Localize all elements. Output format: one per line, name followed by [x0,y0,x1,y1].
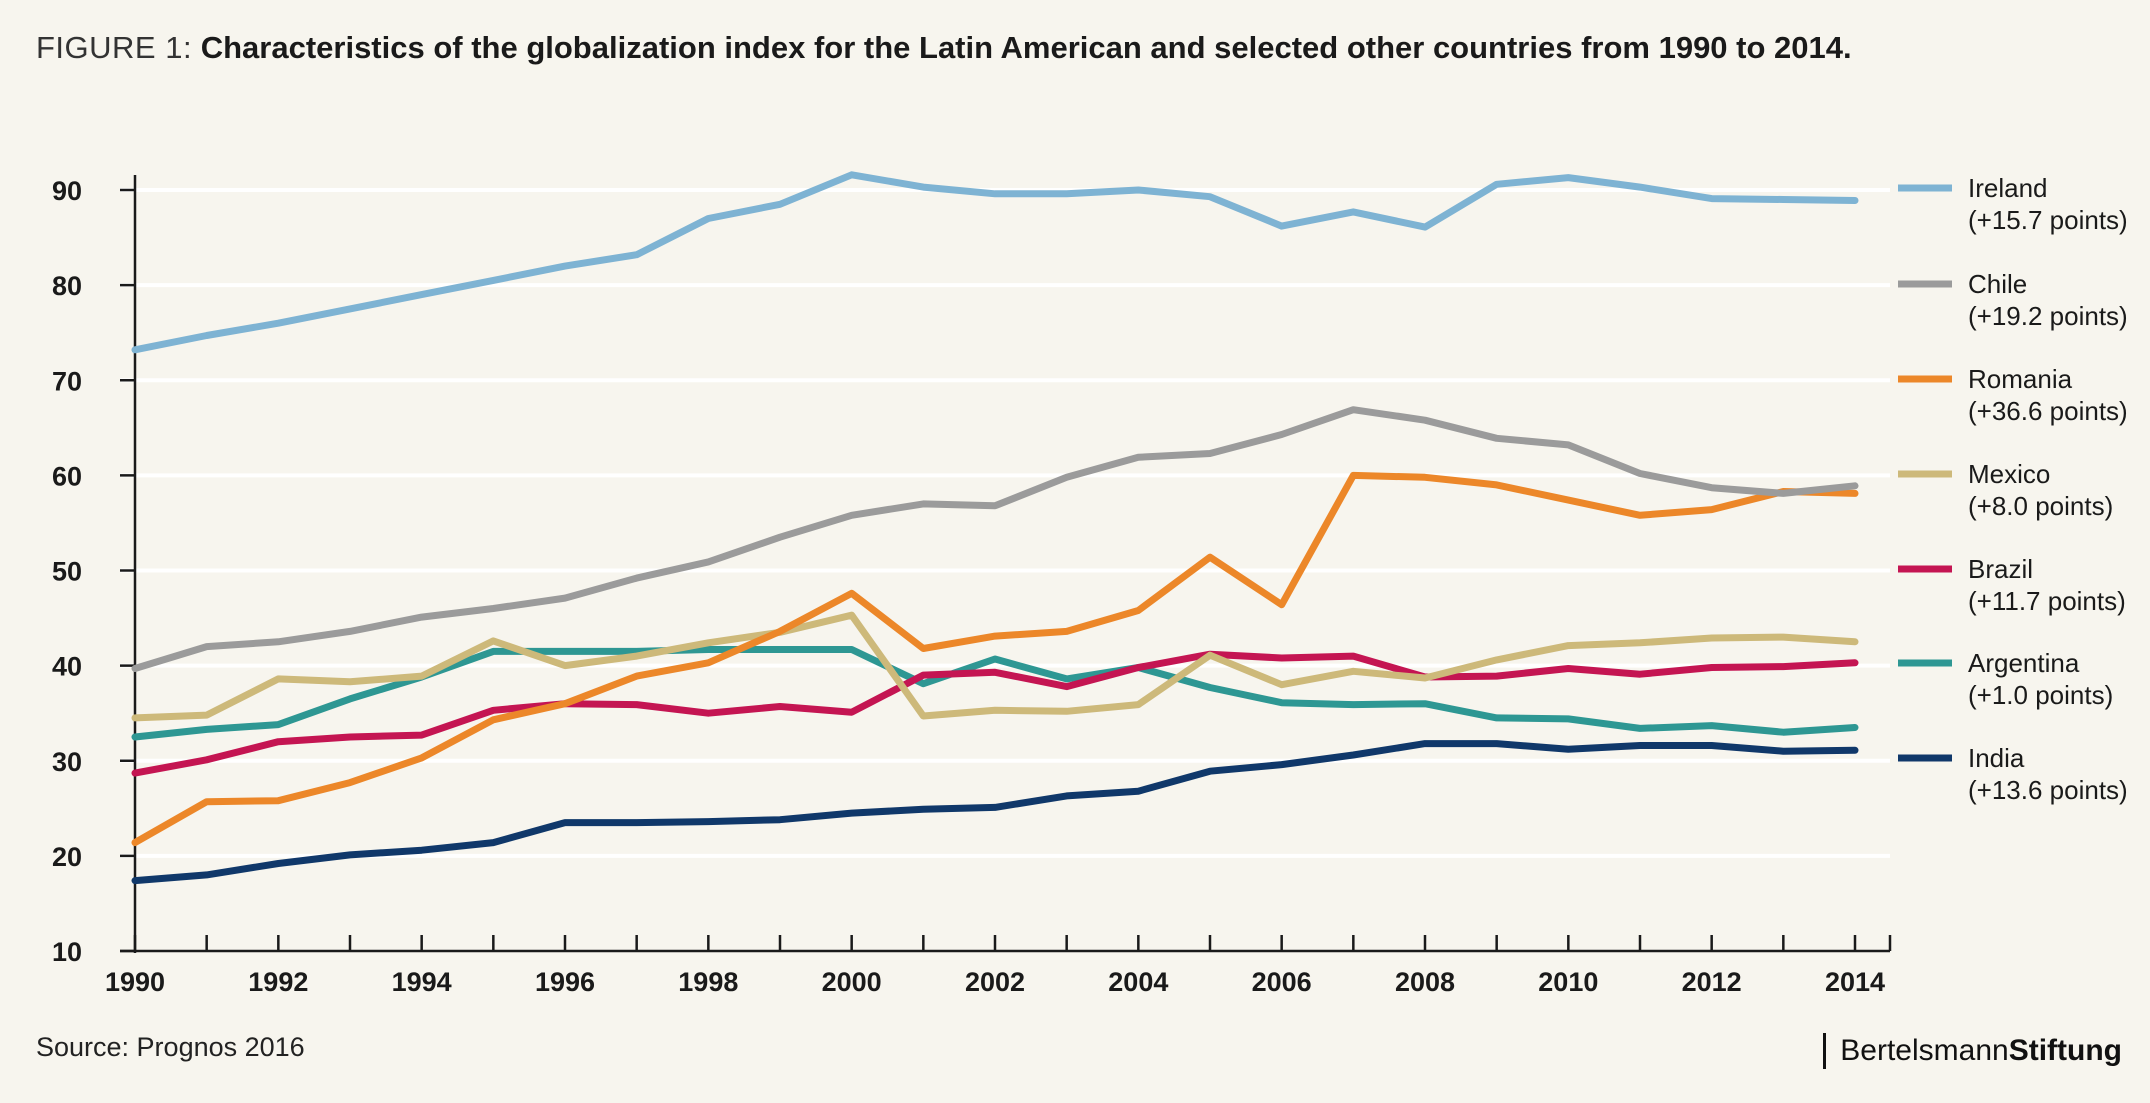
y-tick-label-30: 30 [52,747,82,777]
x-tick-label-2014: 2014 [1825,967,1885,997]
legend-note-romania: (+36.6 points) [1968,396,2128,426]
y-tick-label-10: 10 [52,937,82,967]
series-line-mexico [131,611,1859,722]
x-tick-label-1998: 1998 [678,967,738,997]
x-tick-label-2004: 2004 [1108,967,1168,997]
legend-note-mexico: (+8.0 points) [1968,491,2113,521]
series-line-chile [131,406,1859,672]
legend-label-brazil: Brazil [1968,554,2033,584]
x-tick-label-2008: 2008 [1395,967,1455,997]
legend-label-mexico: Mexico [1968,459,2050,489]
brand-part-1: Bertelsmann [1840,1034,2009,1067]
y-tick-label-50: 50 [52,557,82,587]
brand-logo: BertelsmannStiftung [1823,1033,2122,1069]
legend-label-chile: Chile [1968,269,2027,299]
source-note: Source: Prognos 2016 [36,1032,305,1062]
x-tick-label-2006: 2006 [1252,967,1312,997]
brand-part-2: Stiftung [2008,1034,2122,1067]
series-line-india [131,740,1859,885]
legend-note-argentina: (+1.0 points) [1968,680,2113,710]
x-tick-label-2002: 2002 [965,967,1025,997]
legend-note-chile: (+19.2 points) [1968,301,2128,331]
figure-prefix: FIGURE 1: [36,30,193,65]
legend-label-ireland: Ireland [1968,173,2048,203]
legend-note-india: (+13.6 points) [1968,775,2128,805]
x-tick-label-1996: 1996 [535,967,595,997]
legend-note-brazil: (+11.7 points) [1968,586,2126,616]
y-tick-label-90: 90 [52,176,82,206]
figure-title: Characteristics of the globalization ind… [200,30,1852,65]
y-tick-label-20: 20 [52,842,82,872]
legend: Ireland(+15.7 points) Chile(+19.2 points)… [1898,173,2128,805]
grid-lines [120,188,1890,858]
legend-note-ireland: (+15.7 points) [1968,205,2128,235]
x-tick-label-1990: 1990 [105,967,165,997]
legend-label-romania: Romania [1968,364,2073,394]
x-tick-label-2000: 2000 [822,967,882,997]
series-lines [131,171,1859,885]
x-tick-label-2010: 2010 [1538,967,1598,997]
y-tick-label-40: 40 [52,652,82,682]
chart-title: FIGURE 1: Characteristics of the globali… [36,30,1852,66]
legend-label-argentina: Argentina [1968,648,2080,678]
axes: 10 20 30 40 50 60 70 80 90 1990 1992 1994 1996 1998 20… [52,175,1892,997]
y-tick-label-80: 80 [52,271,82,301]
series-line-argentina [131,646,1859,741]
legend-label-india: India [1968,743,2025,773]
x-tick-label-2012: 2012 [1682,967,1742,997]
x-tick-label-1994: 1994 [392,967,452,997]
y-tick-label-70: 70 [52,366,82,396]
y-tick-label-60: 60 [52,461,82,491]
series-line-ireland [131,171,1859,354]
series-line-brazil [131,650,1859,777]
series-line-romania [131,471,1859,847]
x-tick-label-1992: 1992 [248,967,308,997]
